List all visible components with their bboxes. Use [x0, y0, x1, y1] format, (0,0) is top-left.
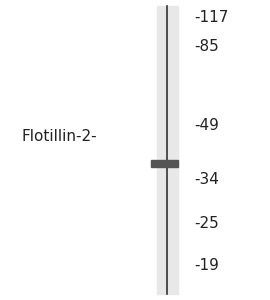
Text: Flotillin-2-: Flotillin-2-	[22, 129, 97, 144]
Bar	[151, 160, 178, 167]
Text: -85: -85	[194, 39, 219, 54]
Text: -25: -25	[194, 216, 219, 231]
Text: -117: -117	[194, 11, 229, 26]
Text: -19: -19	[194, 258, 219, 273]
Text: -49: -49	[194, 118, 219, 134]
Bar	[157, 6, 178, 294]
Text: -34: -34	[194, 172, 219, 188]
